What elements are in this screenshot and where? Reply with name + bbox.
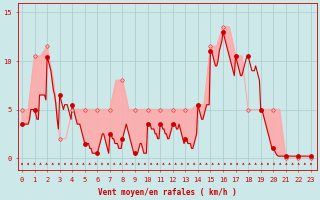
Point bbox=[296, 155, 301, 158]
X-axis label: Vent moyen/en rafales ( km/h ): Vent moyen/en rafales ( km/h ) bbox=[98, 188, 237, 197]
Point bbox=[108, 132, 113, 135]
Point bbox=[120, 137, 125, 140]
Point bbox=[271, 108, 276, 111]
Point bbox=[183, 137, 188, 140]
Point bbox=[158, 123, 163, 126]
Point bbox=[70, 103, 75, 106]
Point bbox=[170, 108, 175, 111]
Point bbox=[296, 156, 301, 160]
Point bbox=[220, 30, 226, 33]
Point bbox=[20, 123, 25, 126]
Point bbox=[108, 108, 113, 111]
Point bbox=[57, 93, 62, 97]
Point bbox=[132, 108, 138, 111]
Point bbox=[158, 108, 163, 111]
Point bbox=[170, 123, 175, 126]
Point bbox=[20, 108, 25, 111]
Point bbox=[258, 108, 263, 111]
Point bbox=[258, 108, 263, 111]
Point bbox=[95, 108, 100, 111]
Point bbox=[283, 156, 288, 160]
Point bbox=[82, 108, 87, 111]
Point bbox=[145, 108, 150, 111]
Point bbox=[233, 55, 238, 58]
Point bbox=[208, 50, 213, 53]
Point bbox=[183, 108, 188, 111]
Point bbox=[283, 155, 288, 158]
Point bbox=[132, 152, 138, 155]
Point bbox=[208, 45, 213, 48]
Point bbox=[145, 123, 150, 126]
Point bbox=[57, 137, 62, 140]
Point bbox=[32, 55, 37, 58]
Point bbox=[308, 156, 314, 160]
Point bbox=[195, 103, 200, 106]
Point bbox=[82, 142, 87, 145]
Point bbox=[32, 108, 37, 111]
Point bbox=[233, 55, 238, 58]
Point bbox=[195, 103, 200, 106]
Point bbox=[245, 108, 251, 111]
Point bbox=[120, 79, 125, 82]
Point bbox=[245, 55, 251, 58]
Point bbox=[70, 108, 75, 111]
Point bbox=[308, 155, 314, 158]
Point bbox=[44, 45, 50, 48]
Point bbox=[44, 56, 50, 59]
Point bbox=[220, 25, 226, 29]
Point bbox=[95, 152, 100, 155]
Point bbox=[271, 147, 276, 150]
